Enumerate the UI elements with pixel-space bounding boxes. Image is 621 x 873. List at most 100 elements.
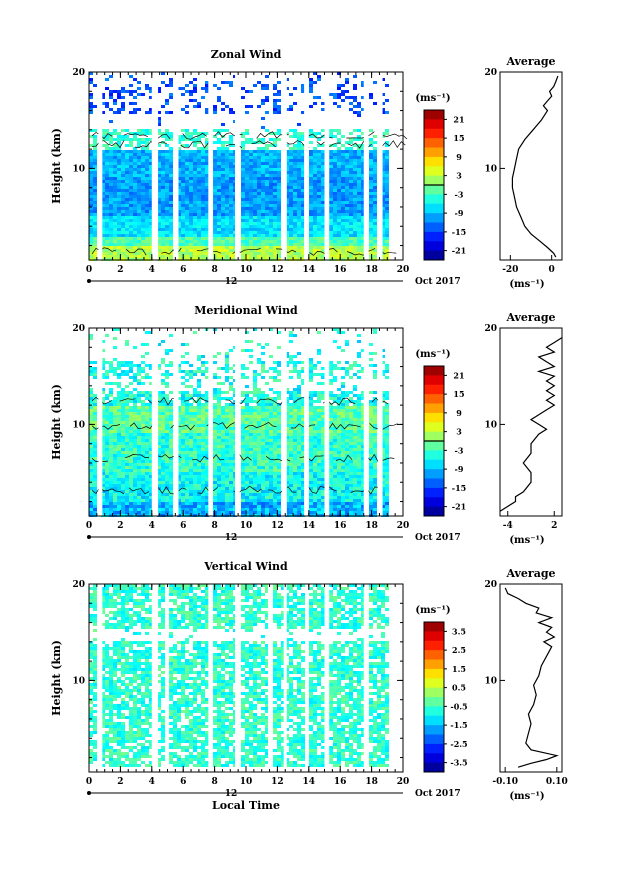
heatmap-cell [217,421,221,424]
heatmap-cell [301,213,305,216]
heatmap-cell [145,466,149,469]
heatmap-cell [233,252,237,255]
heatmap-cell [273,192,277,195]
heatmap-cell [225,496,229,499]
heatmap-cell [113,433,117,436]
heatmap-cell [309,183,313,186]
heatmap-cell [169,180,173,183]
heatmap-cell [205,454,209,457]
heatmap-cell [137,243,141,246]
heatmap-cell [105,201,109,204]
heatmap-cell [361,96,365,99]
heatmap-cell [249,487,253,490]
heatmap-cell [349,249,353,252]
heatmap-cell [161,135,165,138]
heatmap-cell [169,240,173,243]
heatmap-cell [141,180,145,183]
heatmap-cell [105,198,109,201]
heatmap-cell [121,234,125,237]
heatmap-cell [253,153,257,156]
heatmap-cell [221,508,225,511]
heatmap-cell [337,105,341,108]
heatmap-cell [189,231,193,234]
heatmap-cell [141,159,145,162]
profile-y-tick-label: 10 [484,164,497,174]
heatmap-cell [149,168,153,171]
heatmap-cell [213,460,217,463]
heatmap-cell [113,451,117,454]
heatmap-cell [273,159,277,162]
heatmap-cell [165,210,169,213]
heatmap-cell [125,430,129,433]
heatmap-cell [121,135,125,138]
heatmap-cell [193,472,197,475]
heatmap-cell [245,409,249,412]
heatmap-cell [341,93,345,96]
heatmap-cell [357,114,361,117]
heatmap-cell [353,153,357,156]
heatmap-cell [277,153,281,156]
heatmap-cell [381,246,385,249]
heatmap-cell [361,207,365,210]
heatmap-cell [141,201,145,204]
heatmap-cell [253,150,257,153]
heatmap-cell [341,246,345,249]
heatmap-cell [137,87,141,90]
heatmap-cell [245,180,249,183]
heatmap-cell [341,144,345,147]
heatmap-cell [141,370,145,373]
heatmap-cell [157,418,161,421]
heatmap-cell [241,159,245,162]
heatmap-cell [337,87,341,90]
heatmap-cell [105,168,109,171]
heatmap-cell [141,361,145,364]
heatmap-cell [245,481,249,484]
heatmap-cell [385,198,389,201]
heatmap-cell [177,243,181,246]
heatmap-cell [137,400,141,403]
heatmap-cell [225,430,229,433]
heatmap-cell [245,418,249,421]
heatmap-cell [201,162,205,165]
heatmap-cell [137,364,141,367]
heatmap-cell [225,505,229,508]
heatmap-cell [245,198,249,201]
heatmap-cell [189,430,193,433]
heatmap-cell [289,147,293,150]
heatmap-cell [245,490,249,493]
heatmap-cell [133,493,137,496]
heatmap-cell [133,138,137,141]
heatmap-cell [149,376,153,379]
heatmap-cell [101,186,105,189]
heatmap-cell [381,195,385,198]
heatmap-cell [321,189,325,192]
heatmap-cell [197,213,201,216]
heatmap-cell [109,156,113,159]
heatmap-cell [257,403,261,406]
heatmap-cell [197,487,201,490]
heatmap-cell [329,240,333,243]
heatmap-cell [221,451,225,454]
heatmap-cell [141,210,145,213]
heatmap-cell [161,400,165,403]
heatmap-cell [217,168,221,171]
heatmap-cell [285,201,289,204]
heatmap-cell [101,421,105,424]
heatmap-cell [277,177,281,180]
heatmap-cell [257,418,261,421]
heatmap-cell [249,493,253,496]
heatmap-cell [265,174,269,177]
heatmap-cell [217,87,221,90]
heatmap-cell [285,180,289,183]
heatmap-cell [233,439,237,442]
heatmap-cell [129,367,133,370]
heatmap-cell [165,84,169,87]
heatmap-cell [349,219,353,222]
heatmap-cell [225,412,229,415]
heatmap-cell [197,379,201,382]
heatmap-cell [109,430,113,433]
heatmap-cell [117,454,121,457]
heatmap-cell [185,433,189,436]
heatmap-cell [121,391,125,394]
heatmap-cell [369,207,373,210]
